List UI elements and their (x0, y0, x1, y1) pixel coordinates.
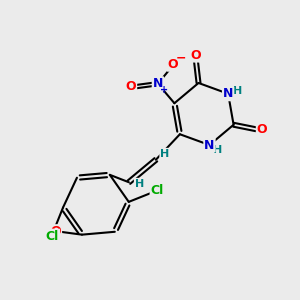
Text: H: H (213, 146, 223, 155)
Text: H: H (44, 235, 53, 245)
Text: +: + (160, 85, 169, 95)
Text: O: O (126, 80, 136, 93)
Text: H: H (135, 179, 144, 189)
Text: N: N (204, 139, 215, 152)
Text: O: O (190, 49, 201, 62)
Text: O: O (50, 225, 61, 238)
Text: H: H (233, 86, 242, 96)
Text: O: O (168, 58, 178, 71)
Text: Cl: Cl (151, 184, 164, 197)
Text: Cl: Cl (46, 230, 59, 243)
Text: O: O (257, 123, 267, 136)
Text: −: − (176, 51, 186, 64)
Text: H: H (160, 149, 170, 159)
Text: N: N (153, 77, 163, 90)
Text: N: N (223, 87, 233, 100)
